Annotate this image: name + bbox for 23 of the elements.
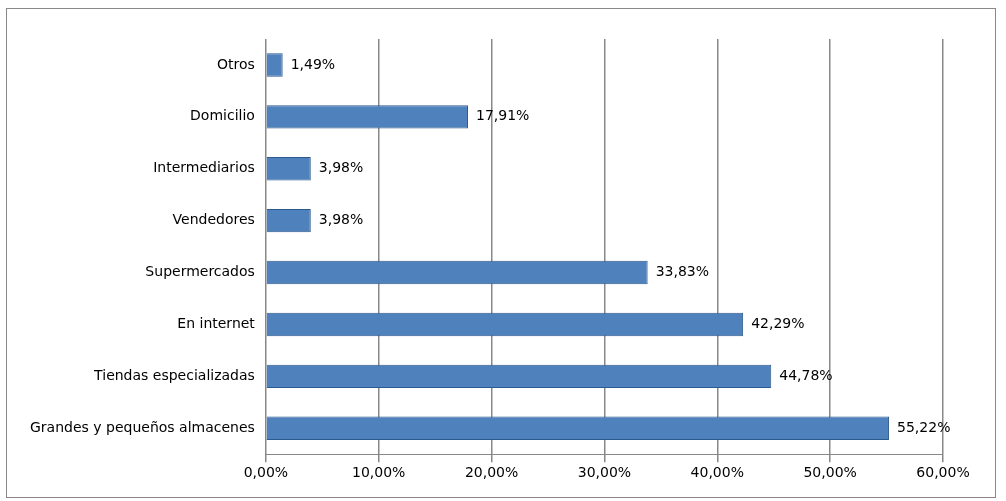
y-tick-label: Tiendas especializadas	[93, 366, 255, 383]
x-tick-label: 20,00%	[464, 464, 519, 481]
x-tick-label: 50,00%	[803, 464, 857, 481]
y-tick-label: Otros	[217, 55, 255, 72]
data-label: 1,49%	[290, 55, 336, 72]
data-label: 44,78%	[779, 366, 833, 383]
x-tick-label: 60,00%	[916, 464, 970, 481]
x-tick-label: 10,00%	[352, 464, 406, 481]
data-label: 55,22%	[897, 418, 951, 435]
data-label: 42,29%	[751, 315, 805, 332]
x-tick-label: 40,00%	[690, 464, 744, 481]
data-label: 33,83%	[655, 263, 710, 280]
y-tick-label: Intermediarios	[153, 159, 255, 176]
data-label: 3,98%	[318, 159, 364, 176]
y-tick-label: Domicilio	[190, 107, 255, 124]
x-tick-label: 0,00%	[243, 464, 289, 481]
data-label: 3,98%	[318, 211, 364, 228]
y-tick-label: Supermercados	[145, 263, 255, 280]
y-tick-label: Vendedores	[172, 211, 255, 228]
y-tick-label: Grandes y pequeños almacenes	[29, 418, 255, 435]
y-tick-label: En internet	[177, 315, 256, 332]
data-label: 17,91%	[475, 107, 530, 124]
x-tick-label: 30,00%	[577, 464, 632, 481]
